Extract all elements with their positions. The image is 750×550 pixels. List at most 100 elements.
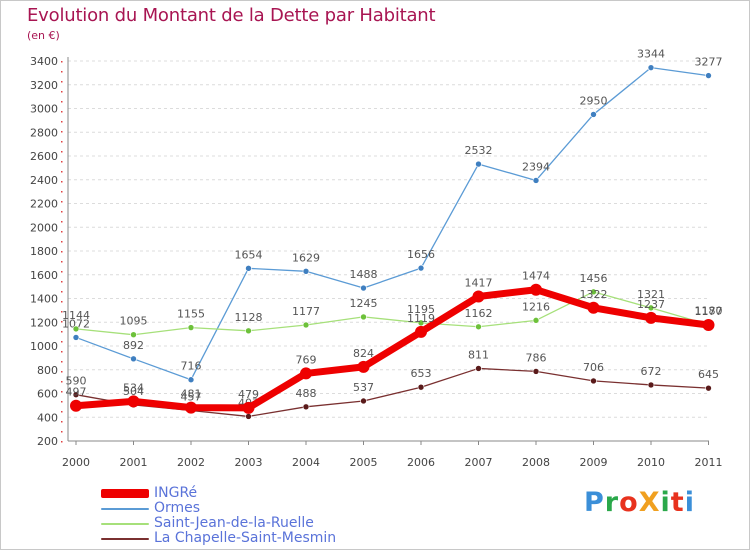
data-point-saint-jean-de-la-ruelle xyxy=(72,325,80,333)
data-label-la-chapelle-saint-mesmin: 590 xyxy=(66,375,87,388)
x-tick-label: 2004 xyxy=(292,456,320,469)
data-label-ingr: 1417 xyxy=(465,276,493,289)
axis-tick-dot xyxy=(61,211,63,213)
data-label-ingr: 1237 xyxy=(637,298,665,311)
data-point-ingr xyxy=(185,401,197,414)
axis-tick-dot xyxy=(61,241,63,243)
data-label-ingr: 769 xyxy=(296,353,317,366)
x-tick-label: 2007 xyxy=(465,456,493,469)
x-tick-label: 2005 xyxy=(350,456,378,469)
axis-tick-dot xyxy=(61,71,63,73)
logo-letter: X xyxy=(638,487,661,518)
data-point-ingr xyxy=(70,399,82,412)
axis-tick-dot xyxy=(61,161,63,163)
data-label-saint-jean-de-la-ruelle: 1456 xyxy=(580,272,608,285)
data-label-ormes: 2394 xyxy=(522,160,550,173)
legend-swatch-saint-jean-de-la-ruelle xyxy=(101,522,149,525)
y-tick-label: 800 xyxy=(37,364,58,377)
axis-tick-dot xyxy=(61,351,63,353)
data-point-saint-jean-de-la-ruelle xyxy=(475,323,482,331)
data-point-ormes xyxy=(532,177,540,184)
data-label-saint-jean-de-la-ruelle: 1216 xyxy=(522,300,550,313)
data-point-ormes xyxy=(417,264,425,272)
logo-letter: P xyxy=(584,487,605,518)
data-label-ingr: 1474 xyxy=(522,270,550,283)
axis-tick-dot xyxy=(61,301,63,303)
data-point-la-chapelle-saint-mesmin xyxy=(417,383,425,391)
axis-tick-dot xyxy=(61,261,63,263)
data-point-ormes xyxy=(647,64,655,71)
axis-tick-dot xyxy=(61,291,63,293)
data-label-ormes: 2532 xyxy=(465,144,493,157)
y-tick-label: 200 xyxy=(37,435,58,448)
x-tick-label: 2006 xyxy=(407,456,435,469)
y-tick-label: 1800 xyxy=(30,245,58,258)
data-label-la-chapelle-saint-mesmin: 786 xyxy=(526,351,547,364)
data-point-ormes xyxy=(360,284,367,292)
legend-label-la-chapelle-saint-mesmin: La Chapelle-Saint-Mesmin xyxy=(154,530,337,546)
axis-tick-dot xyxy=(61,221,63,223)
data-point-ormes xyxy=(72,334,80,341)
y-tick-label: 1000 xyxy=(30,340,58,353)
legend-swatch-la-chapelle-saint-mesmin xyxy=(101,537,149,540)
data-label-ingr: 1177 xyxy=(695,305,723,318)
axis-tick-dot xyxy=(61,111,63,113)
axis-tick-dot xyxy=(61,61,63,63)
data-point-ormes xyxy=(130,355,137,363)
axis-tick-dot xyxy=(61,141,63,143)
series-line-ingr xyxy=(72,286,712,412)
y-tick-label: 2800 xyxy=(30,126,58,139)
data-point-la-chapelle-saint-mesmin xyxy=(647,381,655,389)
axis-tick-dot xyxy=(61,121,63,123)
proxiti-logo: ProXiti xyxy=(584,487,695,518)
data-point-la-chapelle-saint-mesmin xyxy=(245,413,252,420)
data-label-saint-jean-de-la-ruelle: 1180 xyxy=(695,305,723,318)
data-label-la-chapelle-saint-mesmin: 811 xyxy=(468,348,489,361)
data-label-la-chapelle-saint-mesmin: 672 xyxy=(641,365,662,378)
data-label-la-chapelle-saint-mesmin: 457 xyxy=(181,390,202,403)
x-tick-label: 2001 xyxy=(120,456,148,469)
data-label-ormes: 1488 xyxy=(350,268,378,281)
data-label-ormes: 3344 xyxy=(637,48,665,61)
y-tick-label: 1600 xyxy=(30,269,58,282)
data-point-ormes xyxy=(705,72,712,79)
data-point-ingr xyxy=(415,325,427,338)
data-point-ormes xyxy=(590,111,597,118)
data-label-la-chapelle-saint-mesmin: 653 xyxy=(411,367,432,380)
data-label-saint-jean-de-la-ruelle: 1162 xyxy=(465,307,493,320)
data-label-saint-jean-de-la-ruelle: 1321 xyxy=(637,288,665,301)
data-label-ormes: 1654 xyxy=(235,248,263,261)
axis-tick-dot xyxy=(61,361,63,363)
data-point-la-chapelle-saint-mesmin xyxy=(475,365,482,372)
logo-letter: i xyxy=(660,487,671,518)
data-point-la-chapelle-saint-mesmin xyxy=(532,368,540,375)
y-tick-label: 2400 xyxy=(30,174,58,187)
axis-tick-dot xyxy=(61,251,63,253)
axis-tick-dot xyxy=(61,331,63,333)
data-point-saint-jean-de-la-ruelle xyxy=(590,288,597,296)
logo-letter: i xyxy=(684,487,695,518)
axis-tick-dot xyxy=(61,321,63,323)
data-point-saint-jean-de-la-ruelle xyxy=(417,319,425,327)
data-point-la-chapelle-saint-mesmin xyxy=(590,377,597,385)
axis-tick-dot xyxy=(61,231,63,233)
legend-swatch-ormes xyxy=(101,507,149,510)
axis-tick-dot xyxy=(61,441,63,443)
data-label-ingr: 479 xyxy=(238,388,259,401)
data-point-saint-jean-de-la-ruelle xyxy=(187,324,195,331)
data-point-la-chapelle-saint-mesmin xyxy=(302,403,310,411)
data-label-saint-jean-de-la-ruelle: 1144 xyxy=(62,309,90,322)
data-label-ingr: 481 xyxy=(181,388,202,401)
data-label-ormes: 892 xyxy=(123,339,144,352)
logo-letter: r xyxy=(604,487,620,518)
y-tick-label: 3400 xyxy=(30,55,58,68)
data-label-ingr: 1322 xyxy=(580,288,608,301)
x-tick-label: 2009 xyxy=(580,456,608,469)
y-tick-label: 400 xyxy=(37,411,58,424)
axis-tick-dot xyxy=(61,431,63,433)
data-point-ormes xyxy=(245,265,252,272)
y-tick-label: 600 xyxy=(37,388,58,401)
data-label-la-chapelle-saint-mesmin: 645 xyxy=(698,368,719,381)
